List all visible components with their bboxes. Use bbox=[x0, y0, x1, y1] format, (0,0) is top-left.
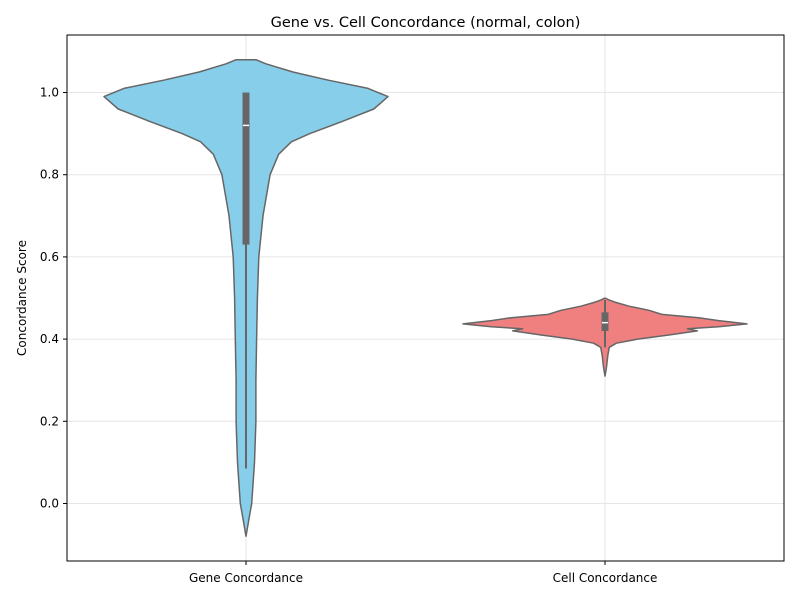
y-tick-label: 0.8 bbox=[40, 168, 59, 182]
x-tick-label: Gene Concordance bbox=[189, 571, 303, 585]
x-tick-label: Cell Concordance bbox=[553, 571, 658, 585]
y-tick-label: 0.2 bbox=[40, 414, 59, 428]
chart-title: Gene vs. Cell Concordance (normal, colon… bbox=[271, 15, 581, 31]
y-axis-label: Concordance Score bbox=[15, 240, 29, 356]
y-tick-label: 0.6 bbox=[40, 250, 59, 264]
y-tick-label: 1.0 bbox=[40, 86, 59, 100]
y-tick-label: 0.4 bbox=[40, 332, 59, 346]
violin-iqr-box bbox=[242, 92, 250, 245]
y-tick-label: 0.0 bbox=[40, 496, 59, 510]
violin-iqr-box bbox=[601, 312, 609, 331]
violins bbox=[103, 58, 748, 538]
plot-frame bbox=[66, 34, 785, 562]
y-axis-ticks: 0.0 0.2 0.4 0.6 0.8 1.0 bbox=[40, 86, 67, 510]
x-axis-ticks: Gene Concordance Cell Concordance bbox=[189, 561, 657, 585]
